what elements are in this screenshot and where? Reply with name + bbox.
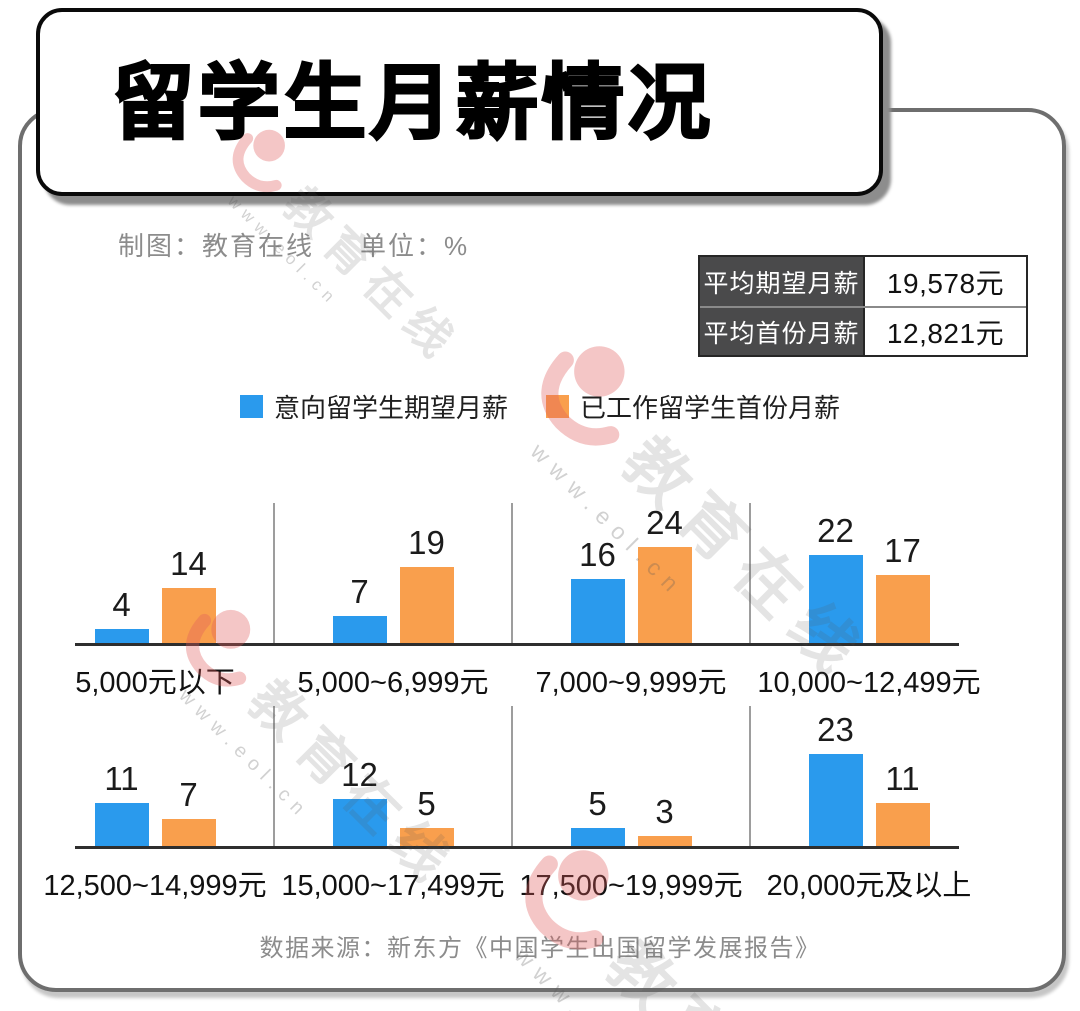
bar-group: 11 7 xyxy=(36,762,274,848)
bar-series-actual: 3 xyxy=(637,792,692,848)
table-row: 平均期望月薪 19,578元 xyxy=(700,257,1026,306)
bar-group: 16 24 xyxy=(512,506,750,645)
category-label: 10,000~12,499元 xyxy=(757,667,981,699)
bar xyxy=(570,579,625,645)
bar-groups: 11 7 12 5 5 3 23 1 xyxy=(36,698,988,848)
bar xyxy=(875,575,930,645)
bar xyxy=(161,587,216,645)
bar-value: 4 xyxy=(112,585,131,623)
bar-series-expected: 11 xyxy=(94,759,149,848)
bar-value: 12 xyxy=(341,755,378,793)
category-labels: 12,500~14,999元 15,000~17,499元 17,500~19,99… xyxy=(36,862,988,904)
bar-group: 5 3 xyxy=(512,784,750,848)
bar-series-expected: 22 xyxy=(808,511,863,645)
category-label: 7,000~9,999元 xyxy=(535,667,727,699)
bar xyxy=(332,798,387,848)
group-separator xyxy=(273,503,275,643)
table-row: 平均首份月薪 12,821元 xyxy=(700,306,1026,355)
bar xyxy=(94,628,149,645)
title-box: 留学生月薪情况 xyxy=(36,8,883,196)
category-label: 15,000~17,499元 xyxy=(281,870,505,902)
table-row-value: 19,578元 xyxy=(886,267,1005,299)
bar-groups: 4 14 7 19 16 24 22 xyxy=(36,495,988,645)
legend-item-actual: 已工作留学生首份月薪 xyxy=(546,388,840,425)
legend-label: 意向留学生期望月薪 xyxy=(273,393,508,423)
credit-label: 制图：教育在线 xyxy=(118,231,315,261)
legend-label: 已工作留学生首份月薪 xyxy=(580,393,841,423)
bar-group: 4 14 xyxy=(36,547,274,645)
category-labels: 5,000元以下 5,000~6,999元 7,000~9,999元 10,000~1… xyxy=(36,659,988,701)
bar-series-actual: 17 xyxy=(875,532,930,645)
legend-item-expected: 意向留学生期望月薪 xyxy=(239,388,508,425)
bar xyxy=(94,802,149,848)
bar xyxy=(808,753,863,848)
bar xyxy=(808,554,863,645)
chart-row-bottom: 11 7 12 5 5 3 23 1 xyxy=(36,698,988,904)
bar-value: 11 xyxy=(104,759,139,797)
bar-series-actual: 7 xyxy=(161,776,216,848)
category-label: 20,000元及以上 xyxy=(766,870,972,902)
bar xyxy=(399,827,454,848)
bar-value: 19 xyxy=(408,524,445,562)
bar-value: 3 xyxy=(655,792,674,830)
table-row-label: 平均首份月薪 xyxy=(700,308,865,355)
bar-series-expected: 5 xyxy=(570,784,625,848)
average-salary-table: 平均期望月薪 19,578元 平均首份月薪 12,821元 xyxy=(698,255,1028,357)
bar-value: 16 xyxy=(579,536,616,574)
group-separator xyxy=(749,706,751,846)
category-label: 17,500~19,999元 xyxy=(519,870,743,902)
bar xyxy=(570,827,625,848)
legend-swatch-blue-icon xyxy=(239,395,263,418)
bar-value: 22 xyxy=(817,511,854,549)
page-title: 留学生月薪情况 xyxy=(111,56,715,150)
bar xyxy=(637,546,692,645)
category-label: 5,000~6,999元 xyxy=(297,667,489,699)
group-separator xyxy=(511,503,513,643)
bar-value: 7 xyxy=(179,776,198,814)
group-separator xyxy=(511,706,513,846)
bar-value: 24 xyxy=(646,503,683,541)
x-axis-line xyxy=(75,643,959,646)
bar-series-actual: 11 xyxy=(875,759,930,848)
table-row-label: 平均期望月薪 xyxy=(700,257,865,306)
unit-label: 单位：% xyxy=(360,231,470,261)
bar-series-actual: 19 xyxy=(399,524,454,645)
bar-group: 22 17 xyxy=(750,514,988,645)
table-row-value: 12,821元 xyxy=(886,317,1005,349)
bar xyxy=(332,616,387,645)
bar xyxy=(875,802,930,848)
chart-legend: 意向留学生期望月薪 已工作留学生首份月薪 xyxy=(0,388,1080,425)
bar-series-expected: 4 xyxy=(94,585,149,645)
subtitle: 制图：教育在线 单位：% xyxy=(118,226,469,263)
bar-value: 7 xyxy=(350,573,369,611)
bar-value: 5 xyxy=(588,784,607,822)
bar-series-expected: 12 xyxy=(332,755,387,848)
bar-series-expected: 23 xyxy=(808,710,863,848)
legend-swatch-orange-icon xyxy=(546,395,569,418)
bar-group: 12 5 xyxy=(274,758,512,848)
bar-value: 17 xyxy=(884,532,921,570)
category-label: 12,500~14,999元 xyxy=(43,870,267,902)
x-axis-line xyxy=(75,846,959,849)
bar-series-actual: 24 xyxy=(637,503,692,645)
bar xyxy=(161,819,216,848)
bar-group: 7 19 xyxy=(274,526,512,645)
bar xyxy=(399,567,454,645)
category-label: 5,000元以下 xyxy=(75,667,235,699)
bar-value: 23 xyxy=(817,710,854,748)
bar-value: 14 xyxy=(170,544,207,582)
bar-series-expected: 16 xyxy=(570,536,625,645)
group-separator xyxy=(749,503,751,643)
bar-series-actual: 5 xyxy=(399,784,454,848)
bar-value: 11 xyxy=(885,759,920,797)
bar-group: 23 11 xyxy=(750,713,988,848)
group-separator xyxy=(273,706,275,846)
chart-row-top: 4 14 7 19 16 24 22 xyxy=(36,495,988,701)
bar-value: 5 xyxy=(417,784,436,822)
bar-series-expected: 7 xyxy=(332,573,387,645)
bar xyxy=(637,835,692,848)
data-source: 数据来源：新东方《中国学生出国留学发展报告》 xyxy=(259,935,821,962)
bar-series-actual: 14 xyxy=(161,544,216,645)
